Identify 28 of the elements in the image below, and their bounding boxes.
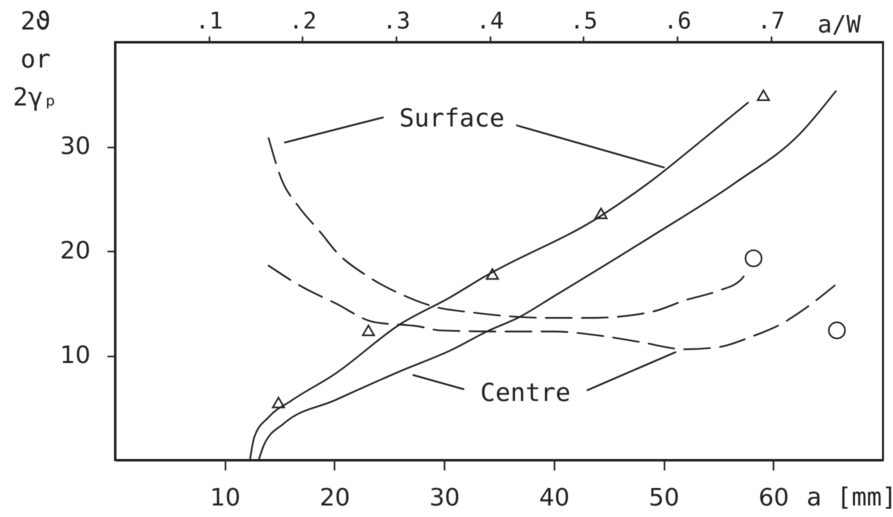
y-axis-title: 2ϑ or 2γₚ	[12, 6, 58, 112]
x2-tick-label: .4	[476, 8, 504, 34]
x2-tick-label: .6	[664, 8, 692, 34]
point	[828, 322, 846, 340]
point	[756, 90, 770, 102]
annotation: Centre	[480, 378, 571, 408]
point	[272, 396, 285, 408]
y-tick-label: 10	[60, 341, 90, 369]
x-tick-label: 60	[758, 484, 790, 512]
point	[744, 249, 762, 268]
x-tick-label: 40	[539, 484, 570, 512]
x-tick-label: 20	[320, 484, 350, 512]
x2-tick-label: .2	[288, 8, 317, 34]
x-axis-title: a [mm]	[806, 482, 893, 512]
y-tick-label: 20	[60, 236, 90, 264]
x-tick-label: 50	[648, 484, 680, 512]
x-tick-label: 30	[429, 484, 460, 512]
x2-tick-label: .5	[570, 8, 598, 34]
point	[486, 268, 499, 280]
x2-tick-label: .7	[757, 8, 785, 34]
x2-tick-label: .3	[382, 8, 410, 34]
x-tick-label: 10	[210, 484, 240, 512]
point	[594, 208, 608, 220]
point	[362, 324, 375, 336]
x2-axis-title: a/W	[818, 10, 862, 38]
y-tick-label: 30	[60, 132, 90, 160]
x2-tick-label: .1	[195, 8, 224, 34]
annotation: Surface	[399, 103, 505, 132]
